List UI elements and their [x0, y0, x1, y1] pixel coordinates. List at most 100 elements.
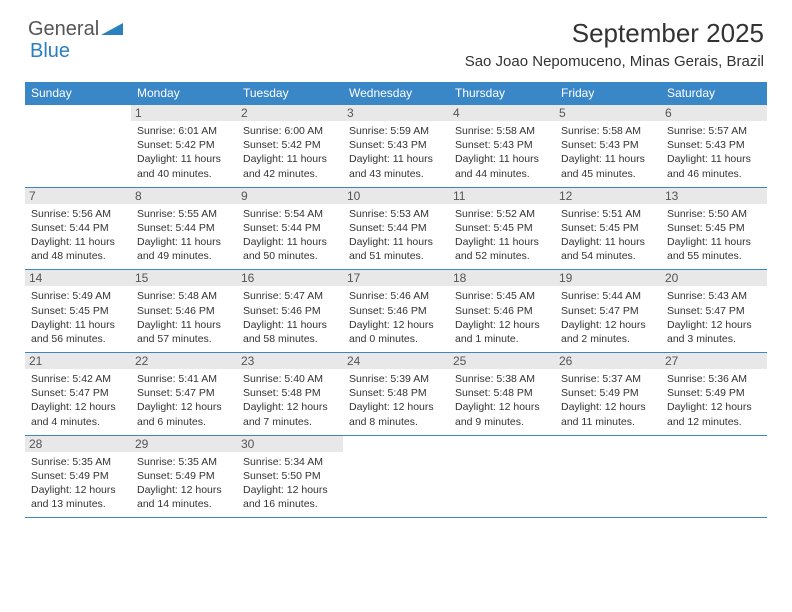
calendar-cell: 8Sunrise: 5:55 AMSunset: 5:44 PMDaylight… — [131, 187, 237, 270]
calendar-cell: 17 Sunrise: 5:46 AMSunset: 5:46 PMDayligh… — [343, 270, 449, 353]
cell-sunset: Sunset: 5:44 PM — [137, 221, 231, 235]
cell-dl2: and 56 minutes. — [31, 332, 125, 346]
cell-sunrise: Sunrise: 5:35 AM — [137, 455, 231, 469]
cell-dl2: and 42 minutes. — [243, 167, 337, 181]
day-number: 22 — [131, 353, 237, 369]
day-number: 17 — [343, 270, 449, 286]
day-number: 18 — [449, 270, 555, 286]
calendar-cell: 2Sunrise: 6:00 AMSunset: 5:42 PMDaylight… — [237, 105, 343, 188]
calendar-cell: 3Sunrise: 5:59 AMSunset: 5:43 PMDaylight… — [343, 105, 449, 188]
cell-sunset: Sunset: 5:47 PM — [31, 386, 125, 400]
day-number: 12 — [555, 188, 661, 204]
cell-dl2: and 45 minutes. — [561, 167, 655, 181]
calendar-cell: 12Sunrise: 5:51 AMSunset: 5:45 PMDayligh… — [555, 187, 661, 270]
cell-sunrise: Sunrise: 5:57 AM — [667, 124, 761, 138]
cell-sunset: Sunset: 5:42 PM — [243, 138, 337, 152]
cell-sunrise: Sunrise: 5:39 AM — [349, 372, 443, 386]
day-number: 9 — [237, 188, 343, 204]
cell-sunrise: Sunrise: 5:53 AM — [349, 207, 443, 221]
day-number: 15 — [131, 270, 237, 286]
cell-sunrise: Sunrise: 5:52 AM — [455, 207, 549, 221]
day-number: 29 — [131, 436, 237, 452]
day-number: 20 — [661, 270, 767, 286]
day-number: 25 — [449, 353, 555, 369]
cell-sunset: Sunset: 5:44 PM — [243, 221, 337, 235]
cell-sunset: Sunset: 5:45 PM — [561, 221, 655, 235]
cell-dl1: Daylight: 11 hours — [243, 318, 337, 332]
cell-dl1: Daylight: 11 hours — [349, 152, 443, 166]
cell-dl2: and 52 minutes. — [455, 249, 549, 263]
calendar-cell: 11Sunrise: 5:52 AMSunset: 5:45 PMDayligh… — [449, 187, 555, 270]
cell-dl2: and 0 minutes. — [349, 332, 443, 346]
cell-dl1: Daylight: 11 hours — [667, 152, 761, 166]
cell-dl1: Daylight: 12 hours — [455, 318, 549, 332]
cell-sunset: Sunset: 5:43 PM — [561, 138, 655, 152]
day-number: 26 — [555, 353, 661, 369]
cell-dl1: Daylight: 12 hours — [349, 318, 443, 332]
cell-dl2: and 50 minutes. — [243, 249, 337, 263]
day-number: 8 — [131, 188, 237, 204]
cell-dl2: and 57 minutes. — [137, 332, 231, 346]
calendar-head: SundayMondayTuesdayWednesdayThursdayFrid… — [25, 82, 767, 105]
cell-sunrise: Sunrise: 5:51 AM — [561, 207, 655, 221]
cell-sunrise: Sunrise: 5:44 AM — [561, 289, 655, 303]
cell-sunset: Sunset: 5:46 PM — [349, 304, 443, 318]
calendar-cell — [555, 435, 661, 518]
day-number: 13 — [661, 188, 767, 204]
calendar-cell: 10Sunrise: 5:53 AMSunset: 5:44 PMDayligh… — [343, 187, 449, 270]
cell-sunrise: Sunrise: 5:40 AM — [243, 372, 337, 386]
cell-sunset: Sunset: 5:44 PM — [31, 221, 125, 235]
cell-sunset: Sunset: 5:46 PM — [243, 304, 337, 318]
cell-sunrise: Sunrise: 5:34 AM — [243, 455, 337, 469]
cell-dl2: and 12 minutes. — [667, 415, 761, 429]
calendar-cell: 28Sunrise: 5:35 AMSunset: 5:49 PMDayligh… — [25, 435, 131, 518]
weekday-row: SundayMondayTuesdayWednesdayThursdayFrid… — [25, 82, 767, 105]
cell-dl2: and 58 minutes. — [243, 332, 337, 346]
cell-sunset: Sunset: 5:45 PM — [31, 304, 125, 318]
calendar-cell — [25, 105, 131, 188]
cell-dl2: and 1 minute. — [455, 332, 549, 346]
day-number: 4 — [449, 105, 555, 121]
day-number: 23 — [237, 353, 343, 369]
cell-sunrise: Sunrise: 5:59 AM — [349, 124, 443, 138]
calendar-week-row: 7Sunrise: 5:56 AMSunset: 5:44 PMDaylight… — [25, 187, 767, 270]
logo: General — [28, 18, 125, 41]
cell-sunrise: Sunrise: 5:38 AM — [455, 372, 549, 386]
cell-sunrise: Sunrise: 5:54 AM — [243, 207, 337, 221]
day-number: 5 — [555, 105, 661, 121]
cell-dl2: and 54 minutes. — [561, 249, 655, 263]
cell-dl2: and 6 minutes. — [137, 415, 231, 429]
weekday-header: Wednesday — [343, 82, 449, 105]
cell-dl1: Daylight: 11 hours — [349, 235, 443, 249]
cell-sunset: Sunset: 5:43 PM — [455, 138, 549, 152]
cell-dl2: and 49 minutes. — [137, 249, 231, 263]
cell-dl2: and 14 minutes. — [137, 497, 231, 511]
cell-dl2: and 51 minutes. — [349, 249, 443, 263]
day-number: 3 — [343, 105, 449, 121]
calendar-cell — [661, 435, 767, 518]
calendar-cell: 24Sunrise: 5:39 AMSunset: 5:48 PMDayligh… — [343, 353, 449, 436]
cell-sunrise: Sunrise: 5:46 AM — [349, 289, 443, 303]
weekday-header: Saturday — [661, 82, 767, 105]
cell-dl2: and 13 minutes. — [31, 497, 125, 511]
cell-sunset: Sunset: 5:45 PM — [667, 221, 761, 235]
cell-dl2: and 8 minutes. — [349, 415, 443, 429]
cell-sunrise: Sunrise: 5:43 AM — [667, 289, 761, 303]
calendar-cell — [343, 435, 449, 518]
cell-sunrise: Sunrise: 6:00 AM — [243, 124, 337, 138]
cell-dl1: Daylight: 12 hours — [31, 400, 125, 414]
cell-dl1: Daylight: 12 hours — [561, 318, 655, 332]
calendar-cell: 6Sunrise: 5:57 AMSunset: 5:43 PMDaylight… — [661, 105, 767, 188]
cell-sunrise: Sunrise: 5:58 AM — [455, 124, 549, 138]
cell-sunset: Sunset: 5:50 PM — [243, 469, 337, 483]
cell-dl1: Daylight: 12 hours — [31, 483, 125, 497]
calendar-cell: 9Sunrise: 5:54 AMSunset: 5:44 PMDaylight… — [237, 187, 343, 270]
day-number: 6 — [661, 105, 767, 121]
cell-sunset: Sunset: 5:49 PM — [31, 469, 125, 483]
cell-dl1: Daylight: 11 hours — [137, 152, 231, 166]
cell-dl2: and 3 minutes. — [667, 332, 761, 346]
day-number: 27 — [661, 353, 767, 369]
cell-dl1: Daylight: 12 hours — [667, 318, 761, 332]
calendar-cell: 1Sunrise: 6:01 AMSunset: 5:42 PMDaylight… — [131, 105, 237, 188]
weekday-header: Sunday — [25, 82, 131, 105]
